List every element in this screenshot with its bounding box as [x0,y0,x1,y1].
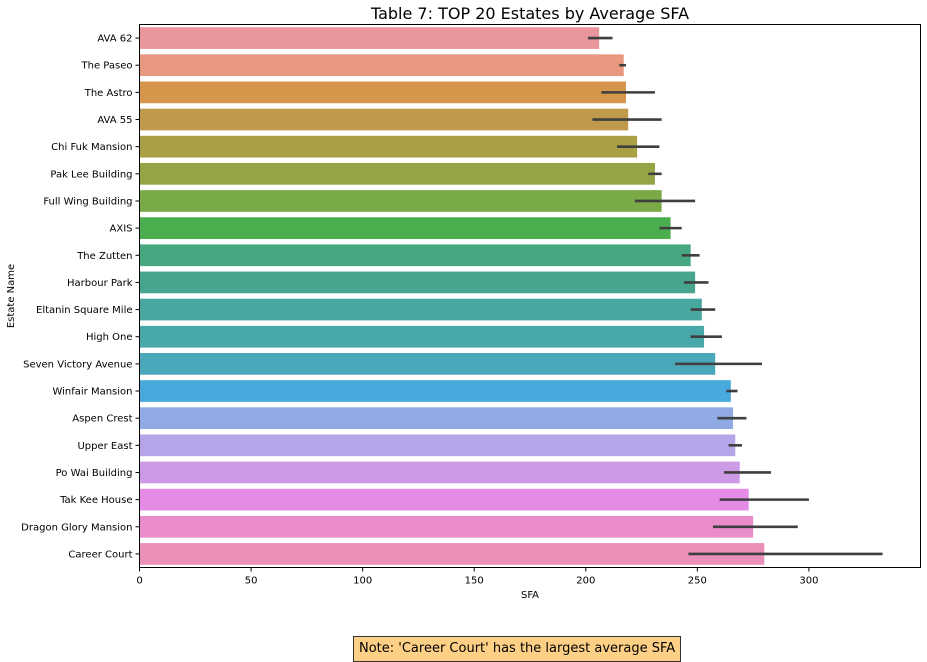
y-tick-label: Chi Fuk Mansion [51,142,132,153]
x-axis: 0 50 100 150 200 250 300 [136,567,818,587]
bar [139,543,765,565]
plot-frame [139,24,921,568]
y-tick-label: Aspen Crest [72,414,132,425]
y-tick-label: Seven Victory Avenue [23,359,132,370]
y-tick-label: The Astro [84,88,133,99]
bar [139,271,696,294]
x-tick-label: 100 [353,576,372,587]
bar [139,190,662,212]
x-tick-label: 50 [245,576,258,587]
y-axis-label: Estate Name [6,264,17,328]
bar [139,488,749,511]
y-tick-label: Harbour Park [67,278,133,289]
chart-note: Note: 'Career Court' has the largest ave… [353,636,682,662]
x-tick-label: 250 [688,576,707,587]
x-tick-label: 0 [136,576,142,587]
y-tick-label: Upper East [77,441,132,452]
y-tick-label: AVA 62 [97,34,132,45]
bar [139,325,705,348]
bars-group [139,27,765,565]
y-axis: AVA 62 The Paseo The Astro AVA 55 Chi Fuk Ma… [21,34,140,560]
y-tick-label: AXIS [110,224,133,235]
bar [139,298,702,321]
bar [139,217,671,239]
bar [139,434,736,457]
error-bars-group [588,36,883,556]
y-tick-label: Dragon Glory Mansion [21,522,132,533]
y-tick-label: Career Court [68,549,132,560]
y-tick-label: Pak Lee Building [50,169,132,180]
bar [139,27,600,49]
y-tick-label: The Paseo [81,61,133,72]
bar [139,135,638,158]
bar [139,162,655,185]
x-tick-label: 200 [576,576,595,587]
x-tick-label: 300 [799,576,818,587]
y-tick-label: Po Wai Building [56,468,133,479]
y-tick-label: Tak Kee House [59,495,132,506]
y-tick-label: Winfair Mansion [52,387,132,398]
bar [139,108,629,131]
y-tick-label: AVA 55 [97,115,132,126]
bar [139,244,691,267]
x-axis-label: SFA [521,590,539,601]
bar [139,353,716,375]
y-tick-label: Full Wing Building [43,196,132,207]
y-tick-label: High One [86,332,133,343]
chart-title: Table 7: TOP 20 Estates by Average SFA [370,4,689,23]
bar [139,54,624,77]
bar [139,407,734,430]
y-tick-label: The Zutten [76,251,132,262]
y-tick-label: Eltanin Square Mile [36,305,133,316]
bar [139,515,754,538]
x-tick-label: 150 [465,576,484,587]
bar [139,461,740,484]
bar [139,380,731,402]
bar-chart: Table 7: TOP 20 Estates by Average SFA A… [6,4,921,601]
bar [139,81,626,104]
